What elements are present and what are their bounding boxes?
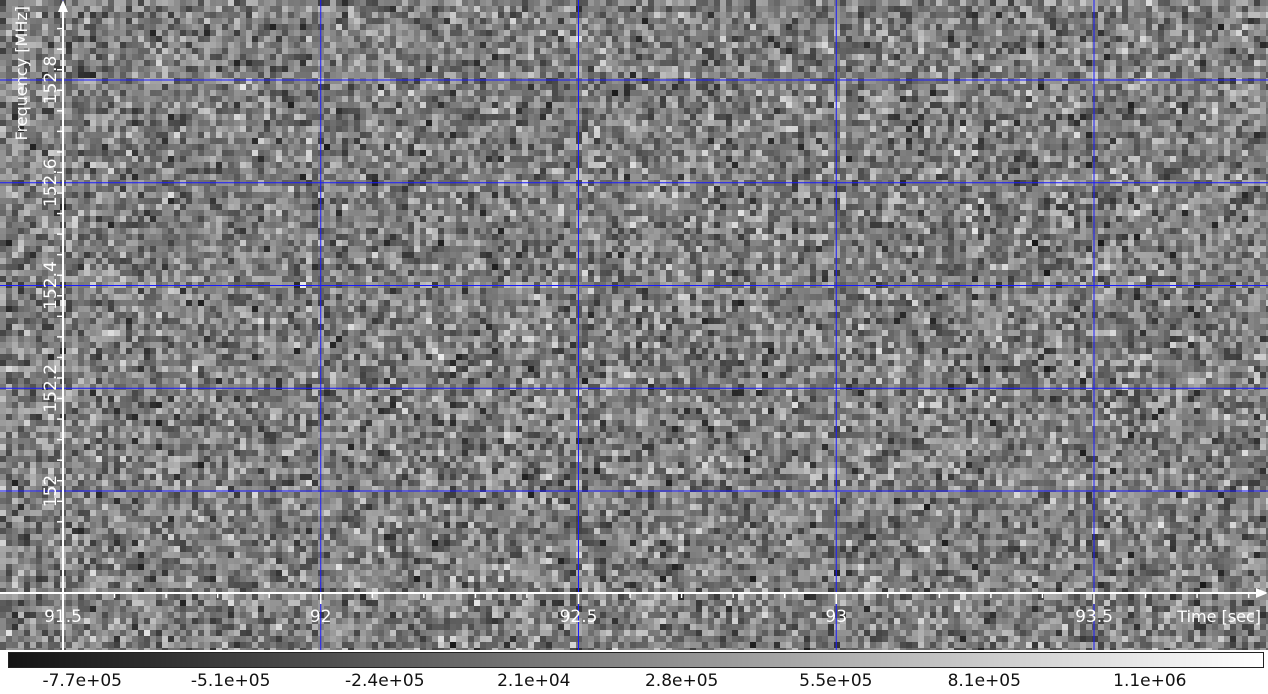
spectrogram-plot: 91.5 92 92.5 93 93.5 152 152.2 152.4 152.6 152.8… — [0, 0, 1268, 650]
x-tick-label: 92 — [310, 607, 332, 627]
colorbar-tick-label: 5.5e+05 — [799, 671, 873, 691]
axes-overlay: 91.5 92 92.5 93 93.5 152 152.2 152.4 152.6 152.8… — [0, 0, 1268, 650]
colorbar-labels: -7.7e+05 -5.1e+05 -2.4e+05 2.1e+04 2.8e+05 5.… — [0, 668, 1268, 694]
colorbar-tick-label: -7.7e+05 — [42, 671, 122, 691]
x-tick-label: 93 — [825, 607, 847, 627]
x-axis-title: Time [sec] — [1176, 607, 1261, 626]
colorbar-tick-label: 1.1e+06 — [1113, 671, 1187, 691]
colorbar-tick-label: -5.1e+05 — [190, 671, 271, 691]
x-ticks: 91.5 92 92.5 93 93.5 — [44, 593, 1250, 627]
y-axis-title: Frequency [MHz] — [12, 6, 31, 140]
colorbar-tick-label: -2.4e+05 — [345, 671, 425, 691]
y-tick-label: 152.2 — [41, 364, 61, 413]
colorbar-tick-label: 2.1e+04 — [497, 671, 571, 691]
x-tick-label: 91.5 — [44, 607, 82, 627]
colorbar — [8, 652, 1264, 668]
y-axis-arrow — [58, 0, 68, 12]
y-tick-label: 152.6 — [41, 158, 61, 207]
colorbar-tick-label: 2.8e+05 — [644, 671, 719, 691]
axis-lines — [0, 0, 1268, 650]
y-tick-label: 152.8 — [41, 56, 61, 105]
colorbar-tick-label: 8.1e+05 — [947, 671, 1021, 691]
y-tick-label: 152 — [41, 475, 61, 507]
y-ticks: 152 152.2 152.4 152.6 152.8 — [41, 27, 63, 523]
heatmap-image — [0, 0, 1268, 650]
x-axis-arrow — [1256, 588, 1268, 598]
grid-lines — [0, 0, 1268, 650]
x-tick-label: 93.5 — [1075, 607, 1113, 627]
y-tick-label: 152.4 — [41, 261, 61, 310]
x-tick-label: 92.5 — [560, 607, 598, 627]
